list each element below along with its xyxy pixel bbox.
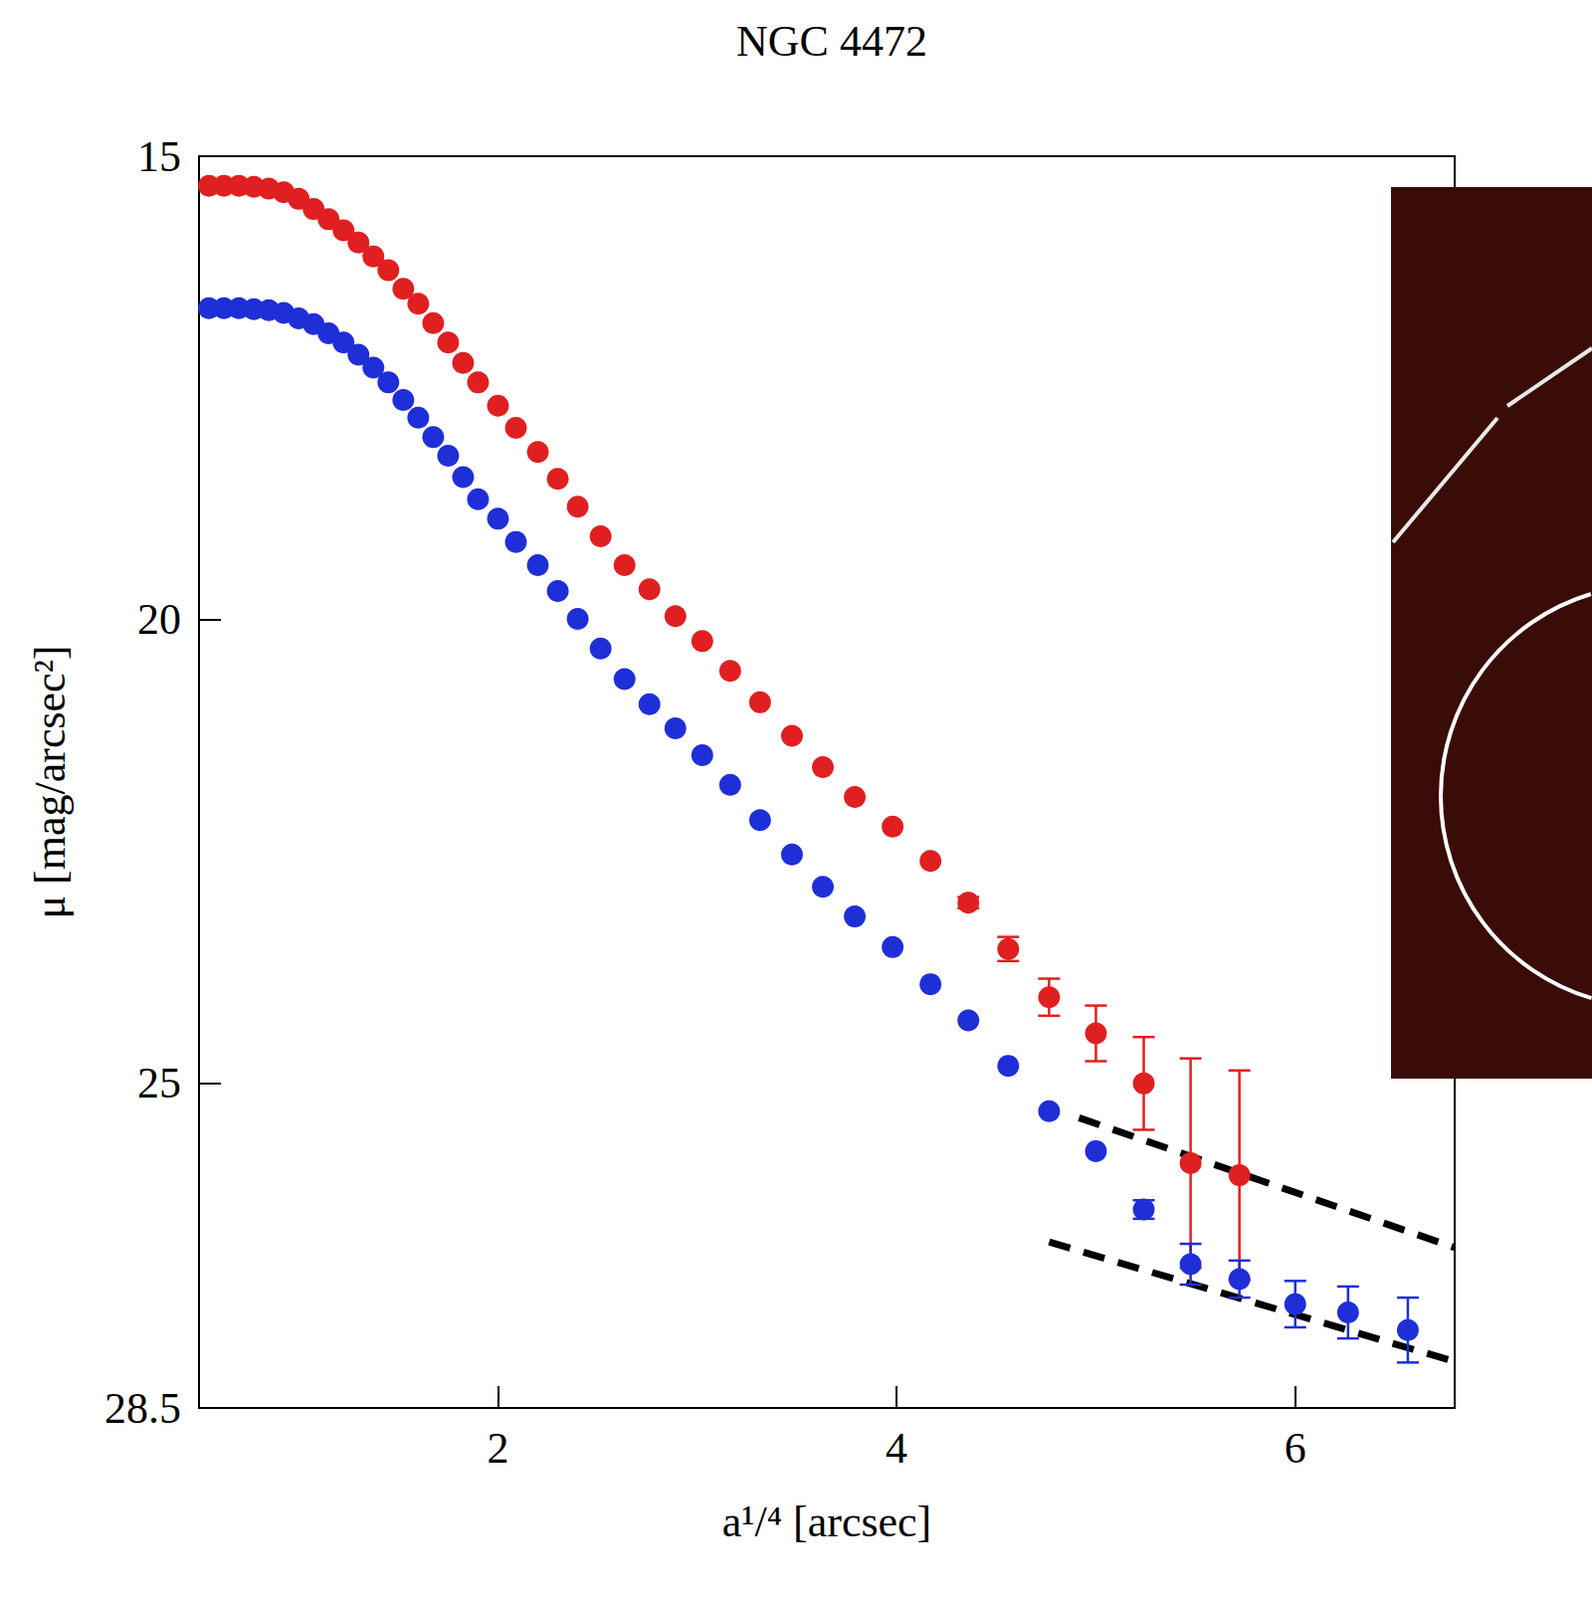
svg-text:NGC 4472: NGC 4472 <box>736 16 928 66</box>
svg-text:28.5: 28.5 <box>104 1384 182 1433</box>
svg-text:a¹/⁴ [arcsec]: a¹/⁴ [arcsec] <box>722 1497 932 1547</box>
svg-text:15: 15 <box>137 132 182 182</box>
svg-text:4: 4 <box>885 1423 908 1473</box>
svg-text:2: 2 <box>486 1423 509 1473</box>
svg-text:20: 20 <box>137 595 182 644</box>
svg-text:6: 6 <box>1284 1423 1307 1473</box>
svg-text:25: 25 <box>137 1058 182 1108</box>
svg-text:μ [mag/arcsec²]: μ [mag/arcsec²] <box>25 645 75 920</box>
